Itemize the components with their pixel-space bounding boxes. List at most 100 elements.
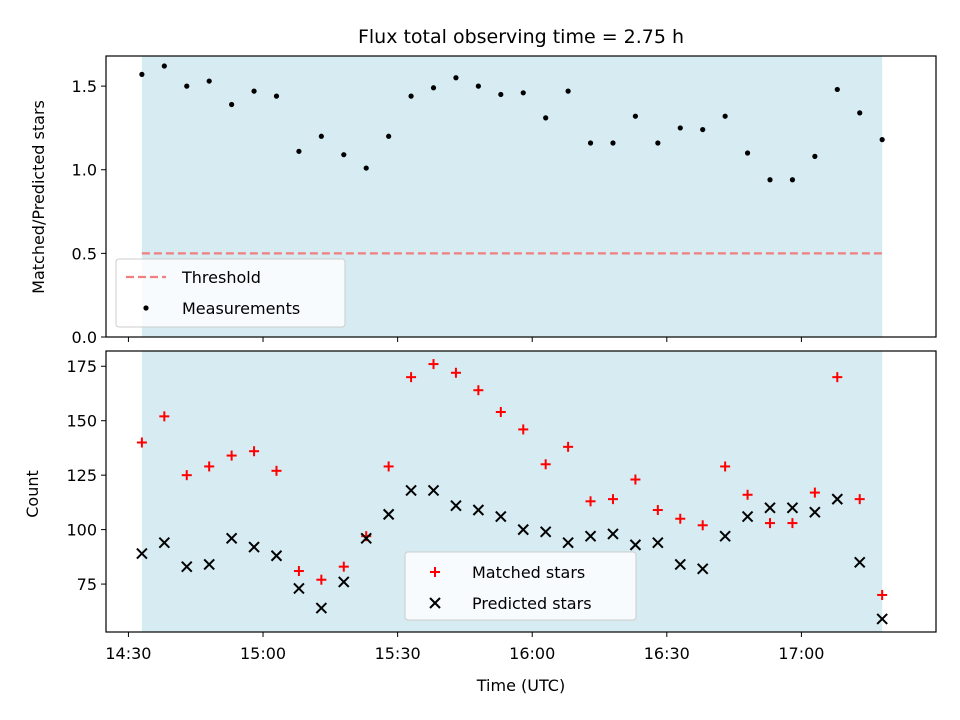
ratio-y-axis: 0.0 0.5 1.0 1.5 [72, 77, 106, 347]
predicted-star-marker [809, 506, 821, 518]
ratio-y-label: Matched/Predicted stars [29, 100, 48, 294]
x-tick-label: 15:00 [240, 644, 286, 663]
predicted-star-marker [674, 558, 686, 571]
count-y-label: Count [23, 470, 42, 518]
count-y-axis: 75 100 125 150 175 [66, 357, 106, 594]
predicted-star-marker [248, 541, 260, 553]
measurement-point [408, 93, 414, 99]
predicted-star-marker [360, 532, 372, 545]
predicted-star-marker [450, 499, 462, 512]
measurement-point [229, 101, 235, 108]
predicted-star-marker [876, 613, 888, 625]
legend-measurements-swatch [143, 305, 149, 311]
y-tick-label: 0.5 [72, 244, 97, 263]
matched-star-marker [450, 367, 461, 378]
matched-star-marker [338, 561, 349, 572]
measurement-point [632, 113, 639, 119]
predicted-star-marker [338, 576, 350, 588]
matched-star-marker [787, 518, 798, 529]
predicted-star-marker [562, 536, 574, 549]
count-legend-box [404, 551, 637, 621]
predicted-star-marker [652, 536, 664, 549]
legend-measurements-label: Measurements [182, 299, 300, 318]
measurement-point [857, 110, 863, 116]
measurement-point [453, 75, 459, 81]
count-x-axis: 14:30 15:00 15:30 16:00 16:30 17:00 [105, 632, 824, 663]
predicted-star-marker [607, 528, 619, 540]
measurement-point [655, 140, 661, 146]
measurement-point [318, 133, 324, 139]
matched-star-marker [563, 441, 574, 452]
measurement-point [341, 152, 347, 158]
ratio-panel: 0.0 0.5 1.0 1.5 Matched/Predicted stars Thr… [29, 55, 937, 347]
legend-matched-swatch [430, 567, 440, 577]
matched-star-marker [675, 513, 686, 524]
measurement-point [498, 91, 504, 98]
matched-star-marker [181, 470, 192, 481]
y-tick-label: 175 [66, 357, 97, 376]
measurement-point [139, 71, 145, 77]
x-tick-label: 16:00 [509, 644, 555, 663]
legend-matched-label: Matched stars [472, 563, 585, 582]
matched-star-marker [383, 461, 394, 472]
predicted-star-marker [203, 558, 215, 571]
predicted-star-marker [629, 539, 642, 551]
x-axis-label: Time (UTC) [476, 676, 565, 695]
legend-threshold-label: Threshold [181, 268, 261, 287]
measurement-point [296, 148, 302, 154]
measurement-point [677, 125, 683, 131]
predicted-star-marker [539, 526, 552, 538]
predicted-star-marker [764, 502, 776, 514]
matched-star-marker [271, 465, 282, 476]
predicted-star-marker [405, 484, 417, 497]
matched-star-marker [204, 461, 215, 472]
x-tick-label: 17:00 [778, 644, 824, 663]
measurement-point [273, 93, 280, 99]
matched-star-marker [428, 359, 439, 370]
predicted-star-marker [427, 484, 440, 497]
legend-x-glyph [429, 597, 441, 609]
matched-star-marker [607, 494, 618, 505]
measurement-point [767, 177, 773, 183]
y-tick-label: 100 [66, 521, 97, 540]
matched-star-marker [473, 385, 484, 396]
predicted-star-marker [741, 510, 754, 523]
predicted-star-marker [495, 510, 507, 523]
measurement-point [543, 115, 549, 121]
measurement-point [565, 88, 571, 94]
y-tick-label: 75 [77, 575, 97, 594]
matched-star-marker [495, 406, 506, 417]
matched-star-marker [293, 566, 304, 577]
matched-star-marker [226, 450, 237, 461]
ratio-legend: Threshold Measurements [115, 258, 346, 328]
matched-star-marker [809, 487, 820, 498]
measurement-point [520, 90, 526, 96]
count-legend: Matched stars Predicted stars [404, 551, 637, 621]
predicted-star-marker [517, 523, 529, 536]
matched-star-marker [316, 574, 327, 585]
y-tick-label: 1.5 [72, 77, 97, 96]
y-tick-label: 125 [66, 466, 97, 485]
matched-star-marker [159, 411, 170, 422]
matched-star-marker [832, 372, 843, 383]
measurement-point [812, 153, 818, 159]
matched-star-marker [249, 446, 260, 457]
legend-plus-glyph [430, 567, 440, 577]
ratio-axes-frame [105, 55, 937, 338]
x-tick-label: 15:30 [375, 644, 421, 663]
matched-star-marker [697, 520, 708, 531]
predicted-star-marker [382, 508, 395, 521]
matched-star-marker [652, 505, 663, 516]
predicted-star-marker [225, 532, 238, 545]
measurement-point [744, 150, 751, 156]
matched-star-marker [720, 461, 731, 472]
matched-star-marker [765, 518, 775, 529]
measurement-point [789, 177, 796, 183]
measurement-point [430, 85, 437, 91]
matched-star-marker [585, 496, 596, 507]
measurement-point [587, 140, 594, 146]
predicted-star-marker [854, 556, 866, 569]
measurement-point [879, 137, 885, 143]
predicted-stars-markers [136, 484, 888, 625]
